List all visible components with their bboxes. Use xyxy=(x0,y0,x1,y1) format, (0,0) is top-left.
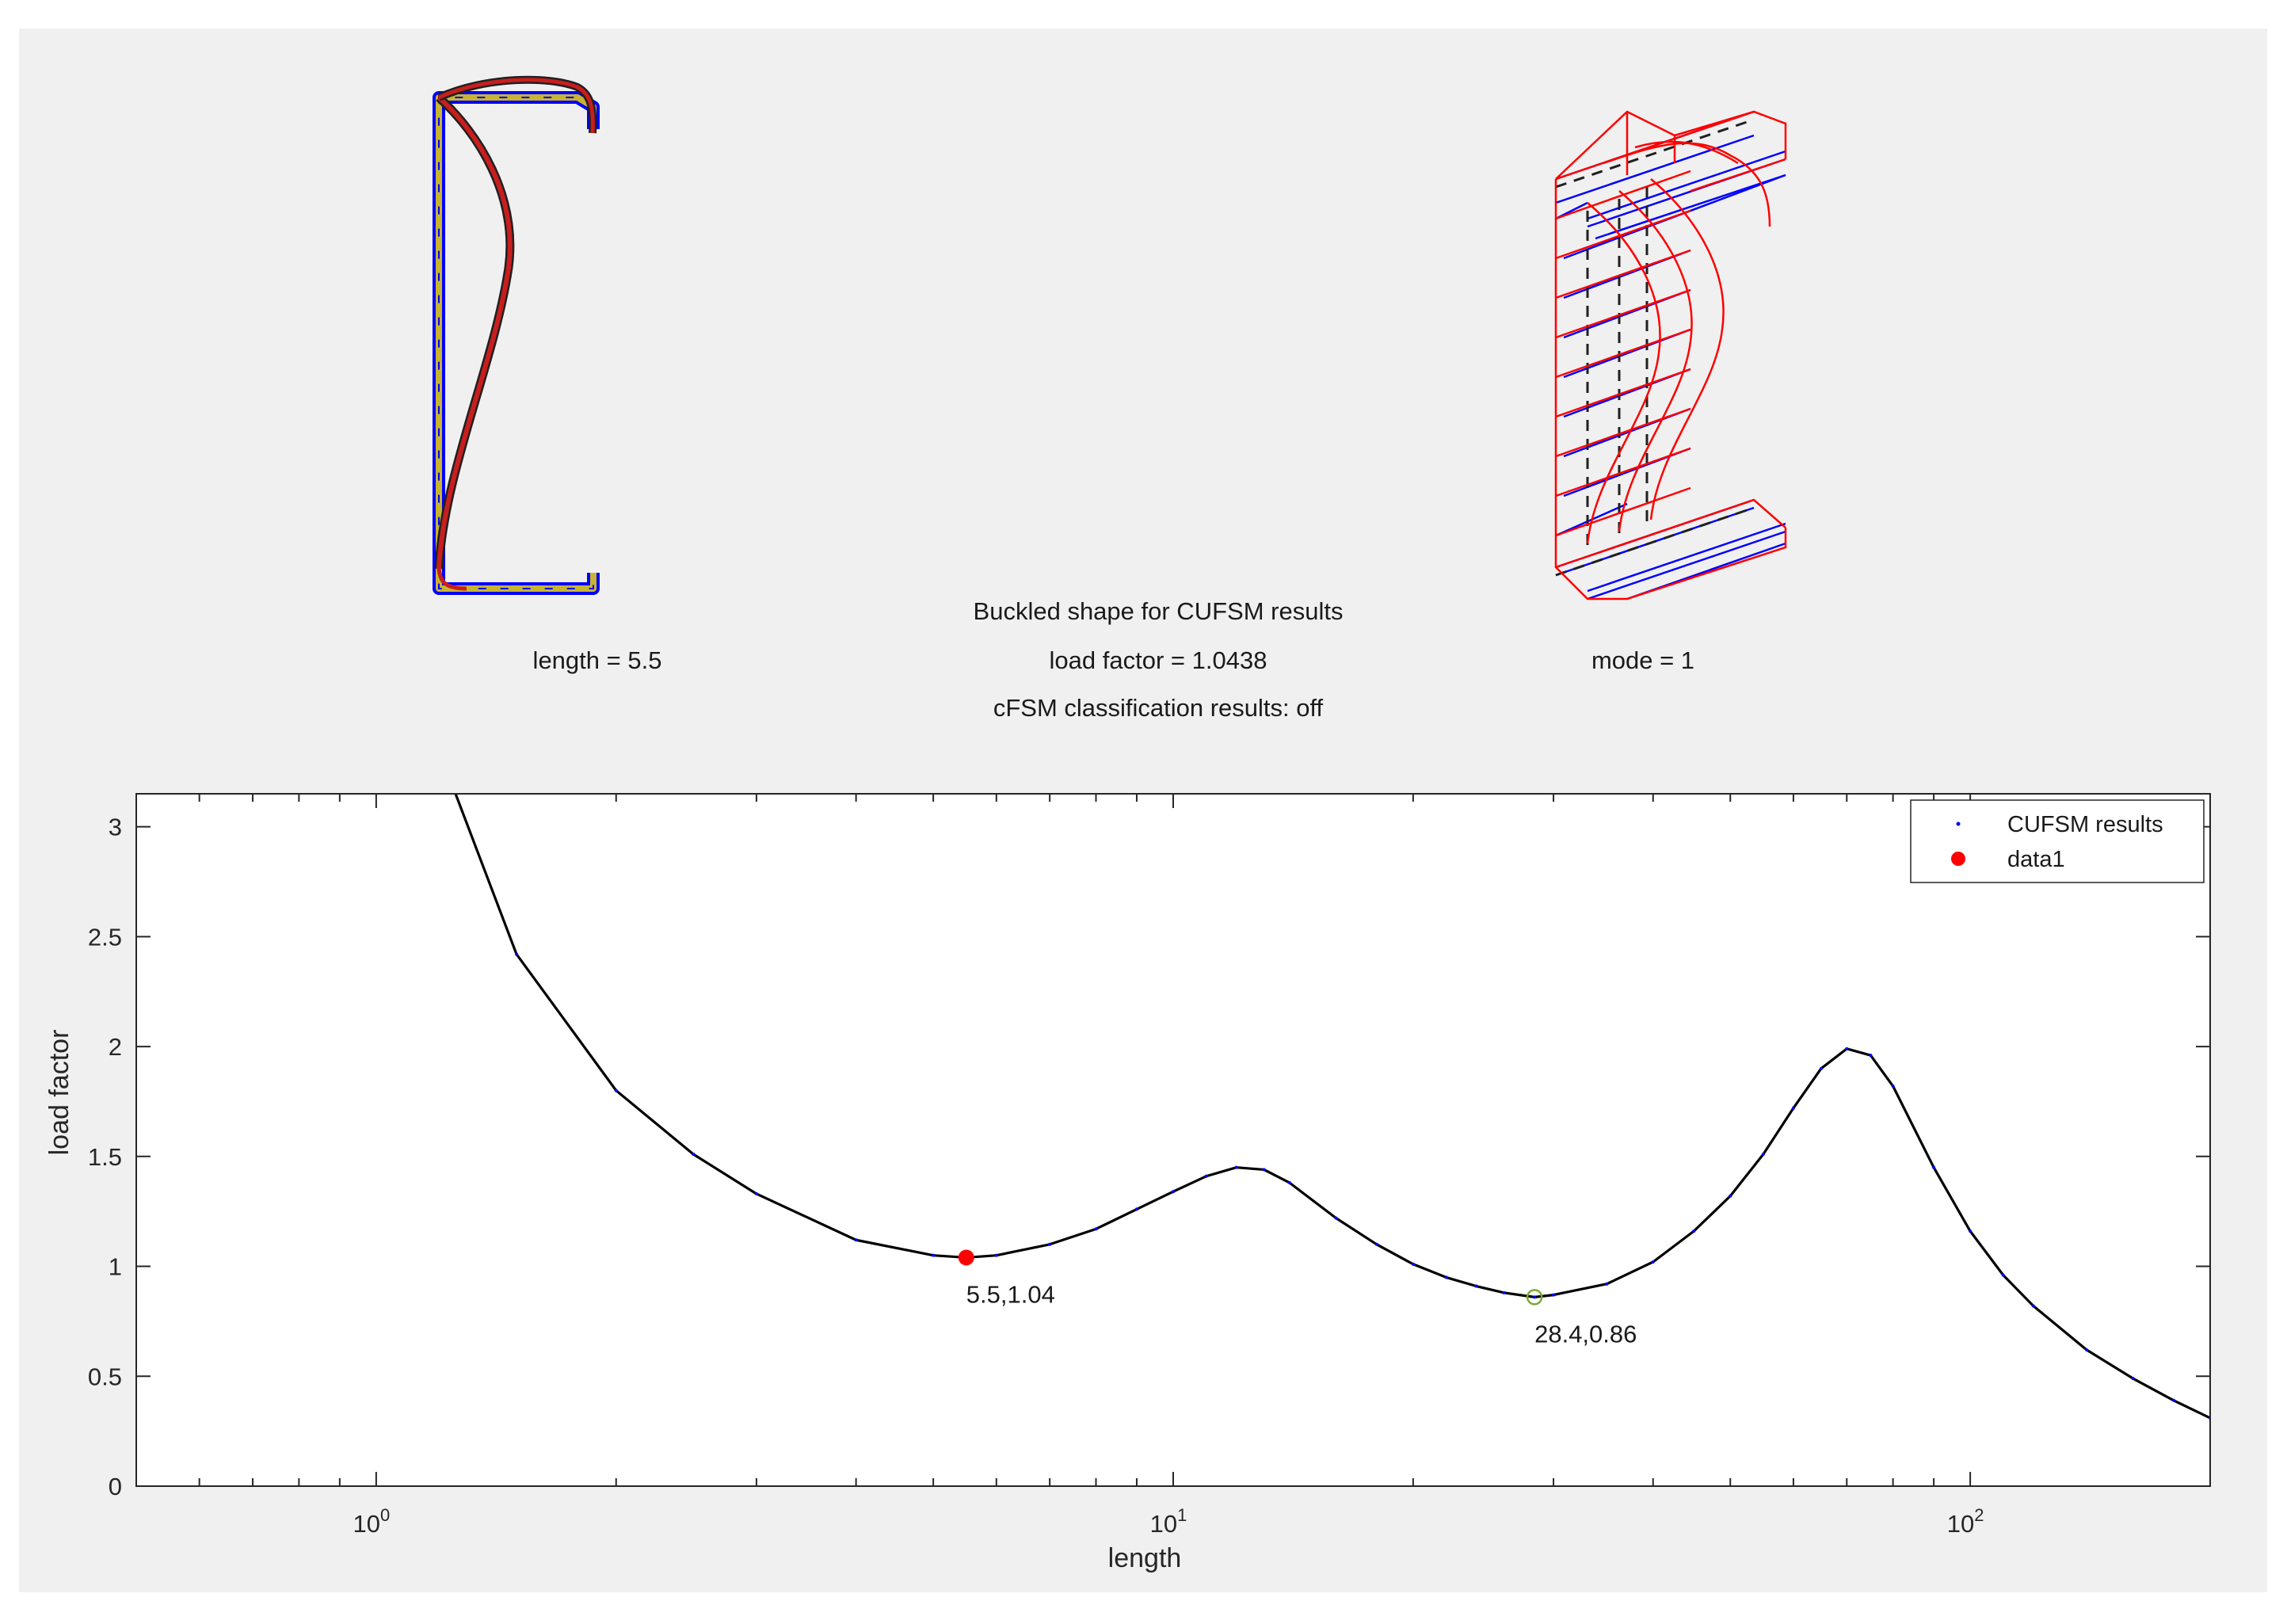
legend-label-cufsm: CUFSM results xyxy=(2007,812,2163,837)
cufsm-result-point xyxy=(515,952,519,956)
cufsm-result-point xyxy=(1234,1165,1238,1169)
x-ticks xyxy=(135,794,2211,1486)
cufsm-result-point xyxy=(1474,1284,1478,1288)
cufsm-result-point xyxy=(1134,1207,1138,1211)
cufsm-result-point xyxy=(1791,1106,1795,1110)
plot-area xyxy=(136,794,2210,1486)
length-readout: length = 5.5 xyxy=(532,646,662,674)
cufsm-result-point xyxy=(1533,1295,1537,1299)
cufsm-result-point xyxy=(1334,1216,1338,1220)
cufsm-result-point xyxy=(2001,1273,2005,1277)
cufsm-result-point xyxy=(1552,1293,1556,1297)
cufsm-result-point xyxy=(1651,1260,1655,1264)
cufsm-result-point xyxy=(1204,1174,1208,1178)
x-tick-label: 102 xyxy=(1947,1505,1984,1538)
cufsm-result-point xyxy=(1262,1168,1266,1172)
cufsm-result-point xyxy=(1605,1282,1609,1286)
y-tick-label: 0.5 xyxy=(88,1363,122,1390)
cufsm-result-point xyxy=(614,1088,618,1092)
cufsm-result-point xyxy=(994,1253,998,1257)
cufsm-result-point xyxy=(1869,1054,1873,1058)
buckled-section xyxy=(434,75,597,591)
mesh-longitudinal xyxy=(1555,118,1755,577)
cufsm-result-point xyxy=(1444,1275,1448,1279)
load-factor-readout: load factor = 1.0438 xyxy=(1049,646,1267,674)
cufsm-result-point xyxy=(1288,1181,1292,1185)
data1-point xyxy=(958,1249,974,1266)
cufsm-result-point xyxy=(2131,1377,2135,1381)
buckled-shape-3d xyxy=(1554,110,1787,600)
plot-title: Buckled shape for CUFSM results xyxy=(973,597,1344,625)
cufsm-result-point xyxy=(1845,1046,1849,1050)
minimum-marker xyxy=(1526,1289,1543,1306)
cufsm-result-point xyxy=(932,1253,936,1257)
y-axis-label: load factor xyxy=(44,1030,74,1156)
y-tick-label: 3 xyxy=(109,814,122,841)
cufsm-result-point xyxy=(1729,1194,1732,1198)
cufsm-result-point xyxy=(1932,1165,1936,1169)
cufsm-result-point xyxy=(1094,1227,1098,1231)
signature-curve-chart: 0 0.5 1 1.5 2 2.5 3 100 101 102 5.5,1.04 28.4,0.86 l… xyxy=(44,583,2211,1573)
cufsm-result-point xyxy=(854,1238,858,1242)
cufsm-result-point xyxy=(1411,1262,1415,1266)
cufsm-result-point xyxy=(375,583,378,586)
mode-readout: mode = 1 xyxy=(1591,646,1695,674)
buckled-wireframe xyxy=(1554,110,1787,600)
cufsm-result-point xyxy=(1502,1290,1506,1294)
legend-label-data1: data1 xyxy=(2007,847,2065,872)
cufsm-result-point xyxy=(1819,1066,1823,1070)
y-tick-label: 2.5 xyxy=(88,923,122,951)
legend-marker-data1 xyxy=(1951,852,1965,866)
cufsm-result-point xyxy=(1969,1229,1973,1233)
classification-readout: cFSM classification results: off xyxy=(993,694,1324,722)
y-tick-label: 0 xyxy=(109,1473,122,1500)
x-tick-label: 100 xyxy=(353,1505,391,1538)
cufsm-result-point xyxy=(2085,1348,2089,1351)
cufsm-result-point xyxy=(1048,1242,1052,1246)
cufsm-result-point xyxy=(1374,1242,1378,1246)
y-tick-label: 1 xyxy=(109,1253,122,1281)
x-tick-label: 101 xyxy=(1150,1505,1187,1538)
point-annotation: 28.4,0.86 xyxy=(1534,1320,1637,1348)
x-axis-label: length xyxy=(1108,1543,1182,1573)
cufsm-result-point xyxy=(754,1191,758,1195)
cufsm-result-point xyxy=(1891,1085,1895,1088)
cufsm-result-point xyxy=(692,1153,696,1157)
cufsm-result-point xyxy=(1692,1229,1696,1233)
plot-frame xyxy=(135,793,2211,1487)
y-tick-label: 2 xyxy=(109,1033,122,1061)
y-tick-label: 1.5 xyxy=(88,1143,122,1171)
legend-marker-cufsm xyxy=(1956,822,1961,826)
figure-panel: Buckled shape for CUFSM results length =… xyxy=(19,29,2267,1592)
cufsm-result-point xyxy=(2031,1304,2035,1308)
point-annotation: 5.5,1.04 xyxy=(966,1280,1055,1308)
cufsm-result-point xyxy=(1761,1153,1765,1157)
cufsm-result-point xyxy=(1172,1190,1175,1194)
cufsm-result-point xyxy=(2171,1398,2175,1402)
legend-box xyxy=(1910,799,2205,883)
cross-section-2d xyxy=(433,75,600,595)
